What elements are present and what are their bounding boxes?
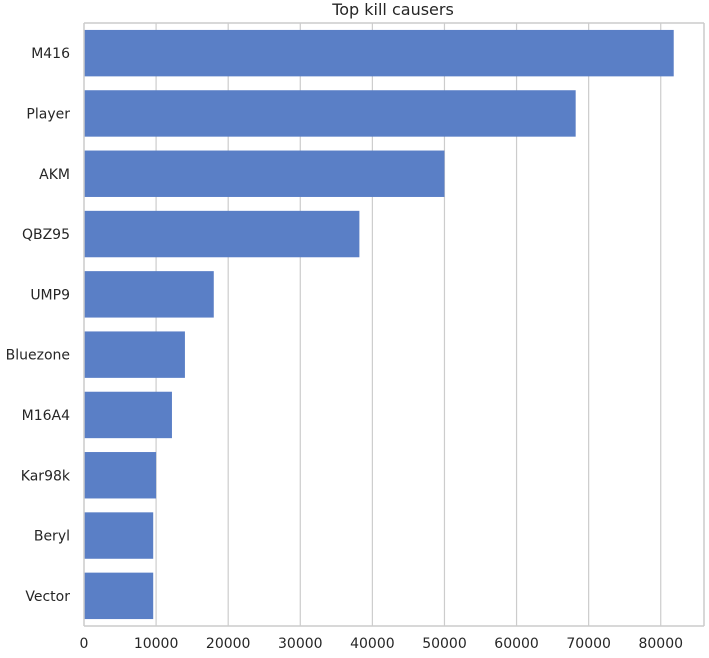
y-tick-label: Player — [26, 106, 70, 122]
y-tick-label: Beryl — [34, 529, 70, 545]
x-tick-label: 60000 — [494, 636, 539, 652]
axes — [83, 22, 705, 627]
x-tick-label: 20000 — [206, 636, 251, 652]
bar — [84, 271, 214, 318]
y-tick-label: Vector — [25, 589, 70, 605]
y-tick-label: QBZ95 — [22, 227, 70, 243]
y-tick-label: Bluezone — [6, 348, 70, 364]
bar — [84, 452, 157, 499]
x-tick-label: 70000 — [566, 636, 611, 652]
x-tick-label: 10000 — [134, 636, 179, 652]
x-tick-label: 50000 — [422, 636, 467, 652]
bar — [84, 572, 154, 620]
x-tick-label: 40000 — [350, 636, 395, 652]
bar — [84, 391, 172, 439]
bar — [84, 512, 154, 559]
y-tick-label: AKM — [39, 167, 70, 183]
bar — [84, 90, 576, 137]
x-tick-label: 30000 — [278, 636, 323, 652]
bars — [84, 29, 674, 620]
x-tick-labels: 0 10000 20000 30000 40000 50000 60000 70000 8000… — [80, 636, 683, 652]
y-tick-label: M16A4 — [22, 408, 70, 424]
y-tick-label: Kar98k — [21, 468, 71, 484]
bar — [84, 210, 360, 258]
y-tick-label: M416 — [31, 46, 70, 62]
y-tick-labels: M416 Player AKM QBZ95 UMP9 Bluezone M16A4 Kar98… — [6, 46, 71, 605]
y-tick-label: UMP9 — [30, 287, 70, 303]
bar — [84, 150, 445, 197]
x-tick-label: 80000 — [638, 636, 683, 652]
chart-title: Top kill causers — [331, 0, 454, 19]
bar — [84, 331, 185, 378]
x-tick-label: 0 — [80, 636, 89, 652]
bar — [84, 29, 674, 77]
